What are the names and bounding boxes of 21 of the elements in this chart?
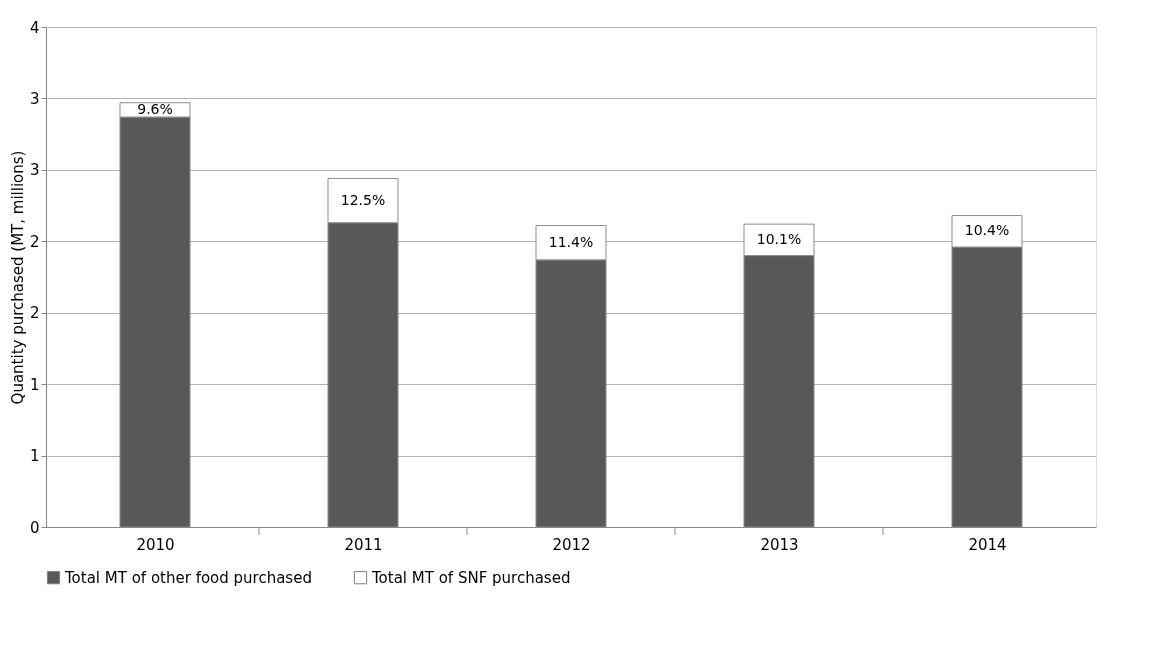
y-tick-label: 1: [29, 375, 40, 394]
annotation: 9.6%: [137, 100, 173, 117]
x-tick-label: 2014: [968, 535, 1007, 554]
legend-label: Total MT of other food purchased: [64, 568, 312, 587]
annotation: 10.4%: [964, 222, 1010, 239]
annotation: 11.4%: [548, 233, 594, 250]
y-tick-label: 3: [29, 161, 40, 180]
y-tick-label: 1: [29, 447, 40, 466]
y-tick-label: 2: [29, 304, 40, 323]
annotation: 10.1%: [756, 230, 802, 247]
y-tick-label: 4: [29, 18, 40, 37]
y-tick-label: 0: [29, 518, 40, 537]
x-tick-label: 2010: [136, 535, 175, 554]
legend-label: Total MT of SNF purchased: [371, 568, 571, 587]
y-axis-title: Quantity purchased (MT, millions): [8, 150, 27, 405]
x-tick-label: 2011: [344, 535, 383, 554]
x-tick-label: 2012: [552, 535, 591, 554]
y-tick-label: 2: [29, 232, 40, 251]
y-tick-label: 3: [29, 89, 40, 108]
annotation: 12.5%: [340, 191, 386, 208]
x-tick-label: 2013: [760, 535, 799, 554]
